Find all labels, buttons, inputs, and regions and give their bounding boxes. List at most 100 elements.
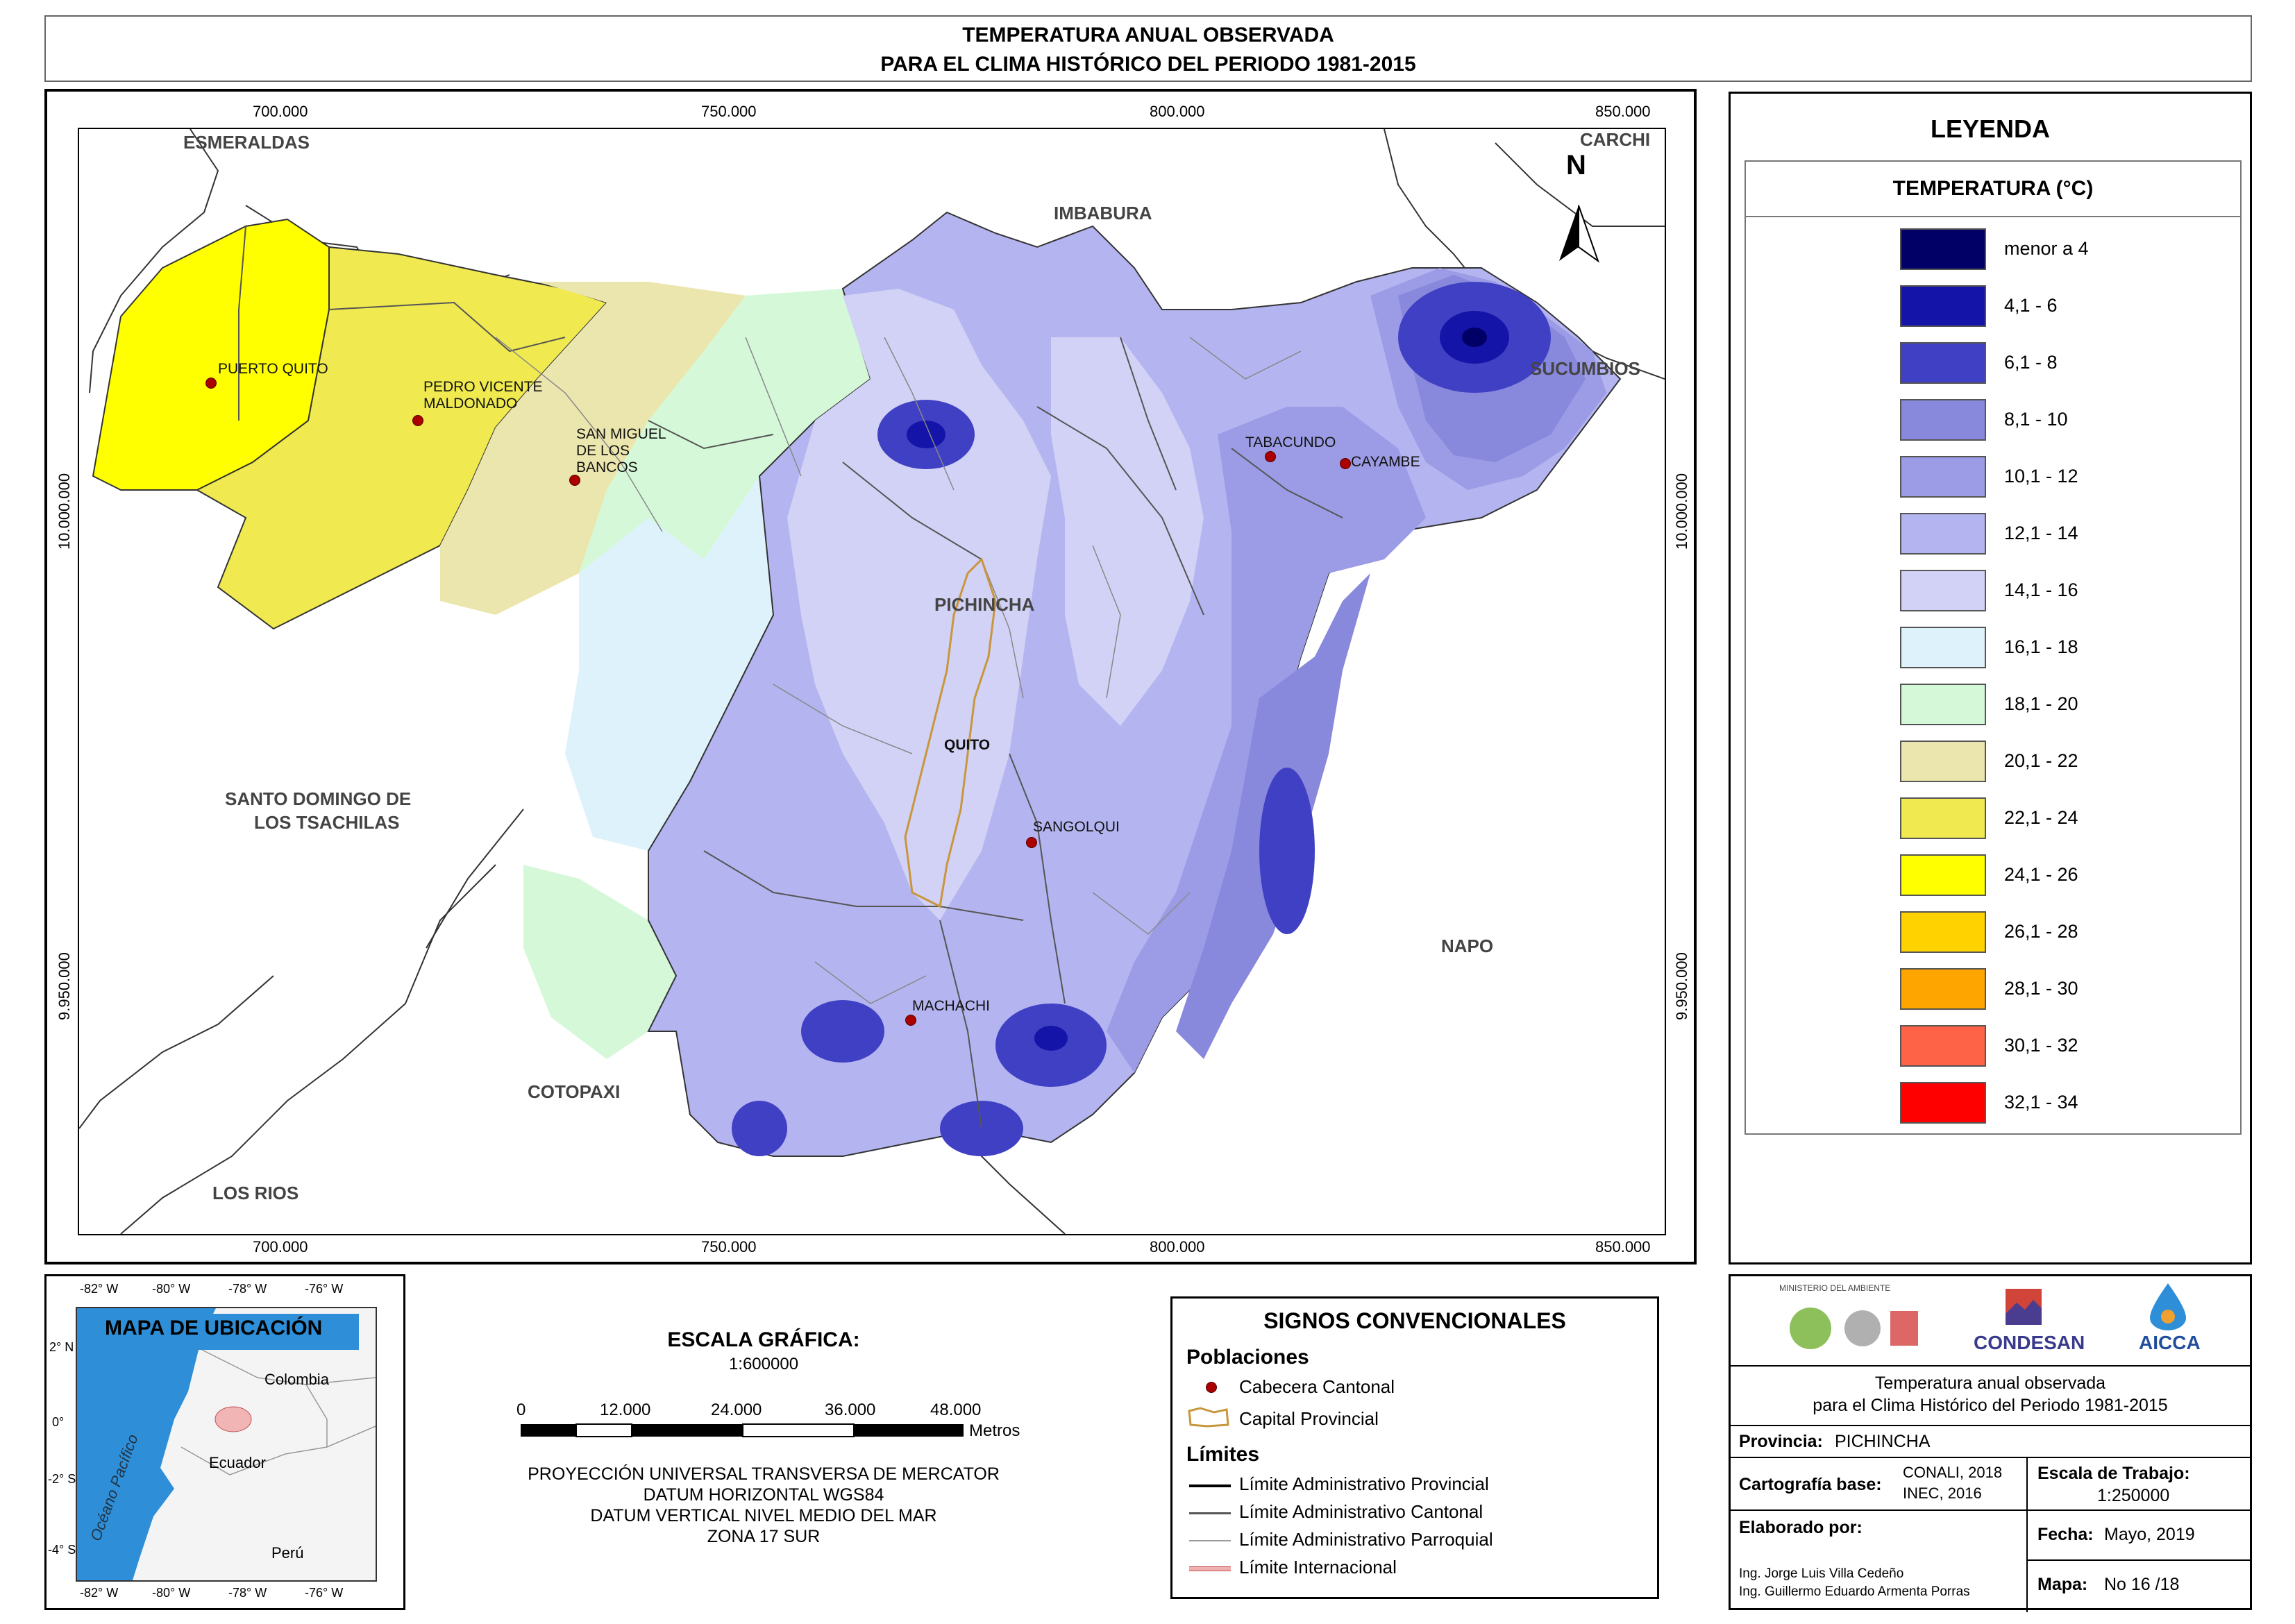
loc-bottom-lon-1: -82° W <box>80 1586 119 1600</box>
loc-colombia: Colombia <box>264 1371 329 1388</box>
legend-label: 16,1 - 18 <box>2004 636 2078 657</box>
legend-swatch <box>1900 399 1986 441</box>
town-dot-machachi <box>905 1015 916 1026</box>
legend-panel: LEYENDA TEMPERATURA (°C) menor a 4 4,1 - … <box>1729 92 2252 1264</box>
projection-line1: PROYECCIÓN UNIVERSAL TRANSVERSA DE MERCA… <box>528 1464 1000 1484</box>
loc-top-lon-2: -80° W <box>152 1282 191 1296</box>
signs-poblaciones: Poblaciones <box>1186 1346 1309 1369</box>
scale-bar <box>521 1423 964 1437</box>
region-cotopaxi: COTOPAXI <box>528 1081 621 1102</box>
town-san-miguel-1: SAN MIGUEL <box>576 426 666 442</box>
region-los-rios: LOS RIOS <box>212 1183 299 1203</box>
legend-label: 4,1 - 6 <box>2004 295 2058 316</box>
loc-lat-2: 0° <box>52 1415 65 1429</box>
legend-swatch <box>1900 627 1986 668</box>
escala-label: Escala de Trabajo: <box>2037 1464 2190 1483</box>
projection-line3: DATUM VERTICAL NIVEL MEDIO DEL MAR <box>590 1506 937 1525</box>
logo-ministerio: MINISTERIO DEL AMBIENTE <box>1779 1283 1891 1293</box>
legend-label: 8,1 - 10 <box>2004 409 2068 430</box>
cartografia-value1: CONALI, 2018 <box>1903 1464 2003 1481</box>
town-san-miguel-3: BANCOS <box>576 459 638 475</box>
legend-label: 26,1 - 28 <box>2004 921 2078 942</box>
scale-tick-0: 0 <box>516 1401 526 1419</box>
loc-top-lon-4: -76° W <box>305 1282 344 1296</box>
loc-bottom-lon-3: -78° W <box>228 1586 267 1600</box>
escala-cell: Escala de Trabajo: 1:250000 <box>2028 1458 2250 1511</box>
legend-box: TEMPERATURA (°C) menor a 4 4,1 - 6 6,1 - 8… <box>1745 160 2242 1135</box>
projection-line2: DATUM HORIZONTAL WGS84 <box>643 1485 884 1505</box>
coord-bottom-800: 800.000 <box>1150 1238 1205 1255</box>
legend-swatch <box>1900 968 1986 1010</box>
coord-top-700: 700.000 <box>253 103 308 120</box>
legend-swatch <box>1900 342 1986 384</box>
town-dot-cayambe <box>1340 458 1351 469</box>
location-map-title: MAPA DE UBICACIÓN <box>105 1317 323 1339</box>
coord-bottom-700: 700.000 <box>253 1238 308 1255</box>
location-map-panel: MAPA DE UBICACIÓN Colombia Ecuador Perú … <box>44 1274 405 1610</box>
legend-swatch <box>1900 1082 1986 1124</box>
legend-label: 22,1 - 24 <box>2004 807 2078 828</box>
scale-tick-24000: 24.000 <box>711 1401 762 1419</box>
zone-less4-cayambe <box>1462 328 1487 347</box>
cabecera-dot-icon <box>1206 1382 1217 1393</box>
signs-cabecera: Cabecera Cantonal <box>1239 1376 1395 1397</box>
signs-lim-cant: Límite Administrativo Cantonal <box>1239 1501 1483 1522</box>
town-tabacundo: TABACUNDO <box>1245 434 1336 450</box>
coord-right-9950000: 9.950.000 <box>1673 952 1690 1020</box>
fecha-value: Mayo, 2019 <box>2104 1525 2195 1544</box>
logo-aicca: AICCA <box>2139 1332 2201 1353</box>
title-box: TEMPERATURA ANUAL OBSERVADA PARA EL CLIM… <box>44 15 2252 82</box>
cartografia-label: Cartografía base: <box>1739 1475 1882 1494</box>
legend-label: 20,1 - 22 <box>2004 750 2078 771</box>
loc-lat-1: 2° N <box>49 1340 74 1354</box>
legend-swatch <box>1900 456 1986 498</box>
coord-top-800: 800.000 <box>1150 103 1205 120</box>
line-international-icon <box>1189 1566 1231 1571</box>
town-quito: QUITO <box>944 737 991 753</box>
line-cantonal-icon <box>1189 1512 1231 1514</box>
coord-left-10000000: 10.000.000 <box>56 473 73 550</box>
logo-condesan-icon <box>2006 1289 2042 1325</box>
legend-swatch <box>1900 854 1986 896</box>
line-provincial-icon <box>1189 1485 1231 1487</box>
town-sangolqui: SANGOLQUI <box>1033 819 1120 835</box>
loc-ecuador: Ecuador <box>209 1454 266 1471</box>
legend-swatch <box>1900 1025 1986 1067</box>
logo-condesan: CONDESAN <box>1974 1332 2085 1353</box>
north-arrow-icon <box>1559 205 1599 263</box>
town-dot-san-miguel <box>569 475 580 486</box>
legend-item: 24,1 - 26 <box>1746 854 2240 896</box>
town-machachi: MACHACHI <box>912 998 991 1014</box>
legend-label: 12,1 - 14 <box>2004 523 2078 543</box>
legend-label: 24,1 - 26 <box>2004 864 2078 885</box>
zone-20-22 <box>440 282 746 615</box>
coord-right-10000000: 10.000.000 <box>1673 473 1690 550</box>
legend-item: 26,1 - 28 <box>1746 911 2240 953</box>
escala-value: 1:250000 <box>2097 1486 2170 1505</box>
mapa-label: Mapa: <box>2037 1575 2088 1594</box>
loc-peru: Perú <box>271 1544 304 1562</box>
mapa-cell: Mapa: No 16 /18 <box>2028 1561 2250 1612</box>
legend-item: 14,1 - 16 <box>1746 570 2240 611</box>
elaborado-cell: Elaborado por: Ing. Jorge Luis Villa Ced… <box>1731 1511 2028 1612</box>
legend-label: 32,1 - 34 <box>2004 1092 2078 1113</box>
map-frame: 700.000 750.000 800.000 850.000 700.000 … <box>44 89 1697 1264</box>
zone-4-6-s2 <box>1034 1026 1068 1051</box>
zone-14-16b <box>1051 337 1204 726</box>
legend-item: 30,1 - 32 <box>1746 1025 2240 1067</box>
signs-title: SIGNOS CONVENCIONALES <box>1263 1308 1566 1333</box>
region-santo-domingo-1: SANTO DOMINGO DE <box>225 788 412 809</box>
legend-item: 22,1 - 24 <box>1746 797 2240 839</box>
cantonal-lines <box>238 226 1343 1129</box>
region-napo: NAPO <box>1441 936 1494 956</box>
legend-item: menor a 4 <box>1746 228 2240 270</box>
signs-lim-int: Límite Internacional <box>1239 1557 1397 1578</box>
fecha-cell: Fecha: Mayo, 2019 <box>2028 1511 2250 1561</box>
coord-top-750: 750.000 <box>701 103 757 120</box>
legend-item: 18,1 - 20 <box>1746 684 2240 725</box>
fecha-label: Fecha: <box>2037 1525 2094 1544</box>
info-desc1: Temperatura anual observada <box>1874 1373 2106 1393</box>
quito-capital-outline <box>904 557 997 908</box>
town-pedro-vicente-2: MALDONADO <box>423 396 518 412</box>
legend-label: 10,1 - 12 <box>2004 466 2078 487</box>
